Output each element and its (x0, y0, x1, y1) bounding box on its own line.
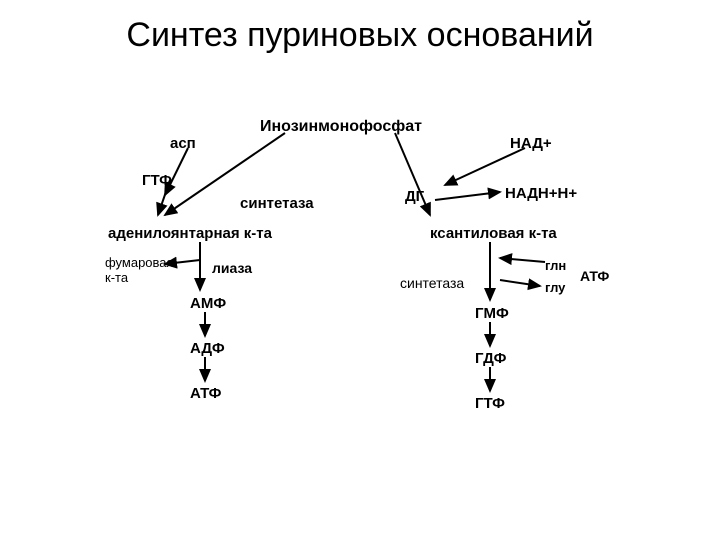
node-gtp: ГТФ (142, 172, 172, 189)
arrow-8 (445, 148, 525, 185)
node-dg: ДГ (405, 188, 424, 205)
node-asp: асп (170, 135, 196, 152)
node-fumar: фумаровая (105, 255, 174, 270)
node-imp: Инозинмонофосфат (260, 118, 422, 136)
node-atp2: АТФ (580, 268, 609, 284)
node-liaza: лиаза (212, 260, 252, 276)
node-gtp2: ГТФ (475, 395, 505, 412)
arrow-9 (435, 192, 500, 200)
node-nad: НАД+ (510, 135, 552, 152)
arrow-11 (500, 258, 545, 262)
node-atp: АТФ (190, 385, 221, 402)
node-sintetaza2: синтетаза (400, 275, 464, 291)
node-gdp: ГДФ (475, 350, 506, 367)
slide-title: Синтез пуриновых оснований (0, 16, 720, 55)
node-amp: АМФ (190, 295, 226, 312)
node-xanth: ксантиловая к-та (430, 225, 557, 242)
node-fumar2: к-та (105, 270, 128, 285)
node-nadh: НАДН+Н+ (505, 185, 577, 202)
node-gln: глн (545, 258, 566, 273)
node-glu: глу (545, 280, 565, 295)
node-gmp: ГМФ (475, 305, 509, 322)
slide: Синтез пуриновых оснований Инозинмонофос… (0, 0, 720, 540)
node-adylosucc: аденилоянтарная к-та (108, 225, 272, 242)
node-adp: АДФ (190, 340, 225, 357)
node-sintetaza1: синтетаза (240, 195, 314, 212)
arrow-12 (500, 280, 540, 286)
